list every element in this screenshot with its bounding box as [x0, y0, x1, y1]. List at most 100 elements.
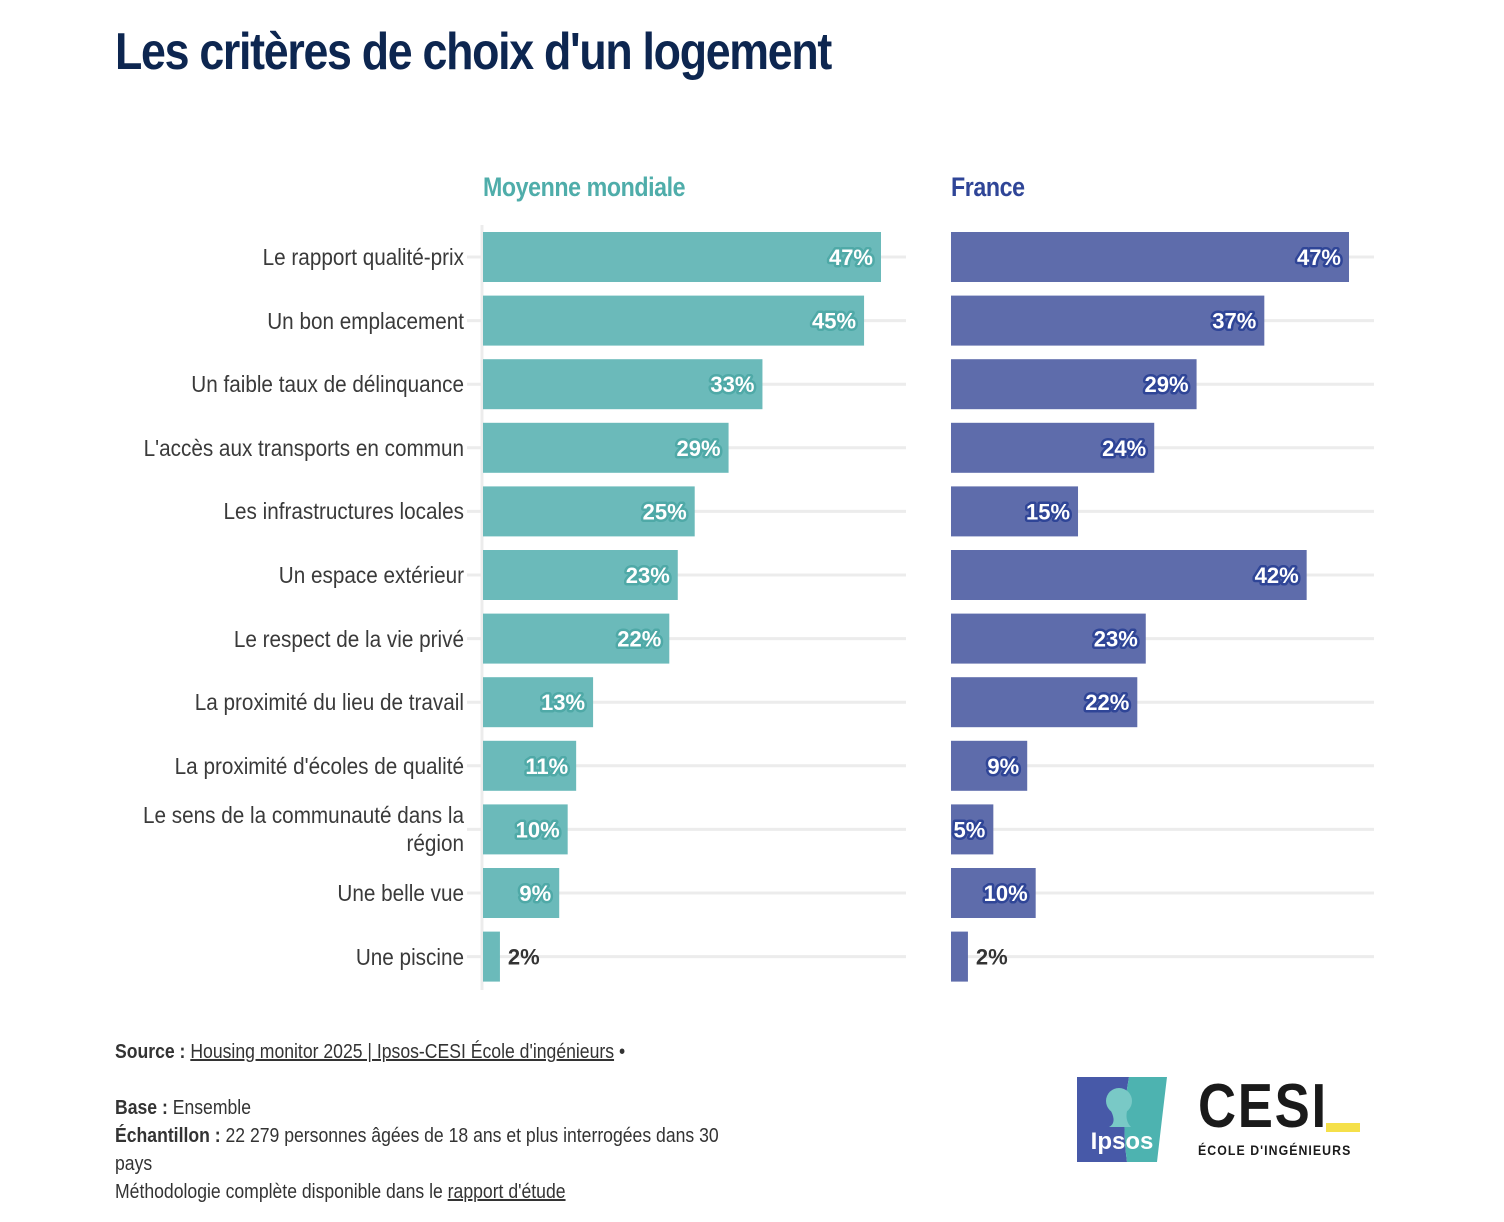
bar-world — [483, 232, 881, 282]
data-label-france: 2% — [976, 945, 1008, 970]
data-label-halo: 33% — [710, 372, 754, 397]
methodology-link[interactable]: rapport d'étude — [447, 1181, 566, 1203]
data-label-halo: 24% — [1102, 436, 1146, 461]
bar-france — [951, 422, 1155, 473]
category-label-line: Une belle vue — [337, 880, 464, 906]
data-label-halo: 47% — [1297, 245, 1341, 270]
data-label-france: 5% — [954, 817, 986, 842]
category-label: Les infrastructures locales — [140, 497, 464, 525]
source-line: Source : Housing monitor 2025 | Ipsos-CE… — [115, 1038, 719, 1066]
category-label: Une belle vue — [140, 879, 464, 907]
base-line: Base : Ensemble — [115, 1094, 719, 1122]
bar-world — [483, 295, 865, 346]
bar-france — [951, 613, 1146, 664]
data-label-world: 11% — [525, 754, 568, 779]
bar-france — [951, 486, 1079, 537]
data-label-halo: 47% — [829, 245, 873, 270]
data-label-halo: 45% — [812, 309, 856, 334]
cesi-underscore-accent — [1326, 1123, 1360, 1132]
data-label-world: 25% — [643, 499, 687, 524]
sample-line-2: pays — [115, 1153, 153, 1175]
data-label-france: 23% — [1094, 627, 1138, 652]
category-label-line: L'accès aux transports en commun — [143, 434, 464, 461]
sample-value: 22 279 personnes âgées de 18 ans et plus… — [225, 1125, 719, 1147]
bar-world — [483, 422, 729, 473]
data-label-france: 42% — [1255, 563, 1299, 588]
data-label-halo: 22% — [617, 627, 661, 652]
bar-world — [483, 677, 594, 728]
data-label-halo: 13% — [541, 690, 585, 715]
category-label: Un bon emplacement — [140, 307, 464, 335]
bar-world — [483, 486, 695, 537]
bar-world — [483, 359, 763, 410]
data-label-france: 47% — [1297, 245, 1341, 270]
data-label-halo: 29% — [1145, 372, 1189, 397]
ipsos-head-icon — [1106, 1088, 1132, 1114]
category-label: Une piscine — [140, 943, 464, 971]
bar-world — [483, 740, 577, 791]
category-label-line: région — [406, 830, 464, 857]
category-label: Le sens de la communauté dans la région — [140, 801, 464, 857]
footer-notes: Source : Housing monitor 2025 | Ipsos-CE… — [115, 1038, 719, 1206]
data-label-france: 22% — [1085, 690, 1129, 715]
category-label-line: Le rapport qualité-prix — [262, 244, 464, 270]
category-label-line: Le respect de la vie privé — [233, 625, 464, 652]
category-label: Le rapport qualité-prix — [140, 243, 464, 271]
data-label-halo: 11% — [525, 754, 568, 779]
category-label-line: Un bon emplacement — [267, 307, 464, 334]
bar-world — [483, 931, 500, 982]
category-label: La proximité du lieu de travail — [140, 688, 464, 716]
base-value: Ensemble — [172, 1097, 251, 1119]
methodology-text: Méthodologie complète disponible dans le — [115, 1181, 443, 1203]
data-label-world: 33% — [710, 372, 754, 397]
data-label-france: 37% — [1212, 309, 1256, 334]
ipsos-wordmark: Ipsos — [1091, 1128, 1154, 1155]
category-label-line: Le sens de la communauté dans la — [142, 802, 464, 829]
category-label-line: Un espace extérieur — [278, 562, 464, 588]
category-label: Un faible taux de délinquance — [140, 370, 464, 398]
bar-france — [951, 677, 1138, 728]
data-label-world: 23% — [626, 563, 670, 588]
data-label-halo: 9% — [987, 754, 1019, 779]
sample-line: Échantillon : 22 279 personnes âgées de … — [115, 1122, 719, 1150]
data-label-halo: 42% — [1255, 563, 1299, 588]
data-label-world: 22% — [617, 627, 661, 652]
data-label-halo: 5% — [954, 817, 986, 842]
category-label-line: Un faible taux de délinquance — [191, 371, 464, 398]
source-link[interactable]: Housing monitor 2025 | Ipsos-CESI École … — [190, 1041, 615, 1063]
bar-france — [951, 868, 1036, 918]
data-label-halo: 25% — [643, 499, 687, 524]
chart-title: Les critères de choix d'un logement — [115, 23, 832, 81]
data-label-france: 15% — [1026, 499, 1070, 524]
data-label-france: 24% — [1102, 436, 1146, 461]
panel-title-france: France — [951, 172, 1025, 202]
category-label-line: Les infrastructures locales — [223, 498, 464, 525]
cesi-logo: CESI ÉCOLE D'INGÉNIEURS — [1198, 1076, 1372, 1158]
panel-title-world: Moyenne mondiale — [483, 172, 686, 202]
bar-world — [483, 613, 670, 664]
category-label-line: Une piscine — [355, 943, 464, 970]
data-label-halo: 15% — [1026, 499, 1070, 524]
ipsos-logo: Ipsos — [1077, 1077, 1167, 1162]
bar-france — [951, 804, 994, 855]
category-label: La proximité d'écoles de qualité — [140, 752, 464, 780]
bar-france — [951, 359, 1197, 410]
category-label-line: La proximité d'écoles de qualité — [174, 752, 464, 779]
data-label-world: 13% — [541, 690, 585, 715]
source-bullet: • — [618, 1041, 626, 1063]
data-label-halo: 22% — [1085, 690, 1129, 715]
bar-france — [951, 931, 968, 982]
category-label: L'accès aux transports en commun — [140, 434, 464, 462]
data-label-halo: 37% — [1212, 309, 1256, 334]
data-label-world: 29% — [677, 436, 721, 461]
source-label: Source : — [115, 1041, 186, 1063]
bar-world — [483, 804, 568, 855]
base-label: Base : — [115, 1097, 168, 1119]
data-label-world: 9% — [519, 881, 551, 906]
data-label-france: 9% — [987, 754, 1019, 779]
sample-label: Échantillon : — [115, 1125, 221, 1147]
category-label: Le respect de la vie privé — [140, 625, 464, 653]
data-label-france: 29% — [1145, 372, 1189, 397]
bar-france — [951, 295, 1265, 346]
data-label-halo: 9% — [519, 881, 551, 906]
